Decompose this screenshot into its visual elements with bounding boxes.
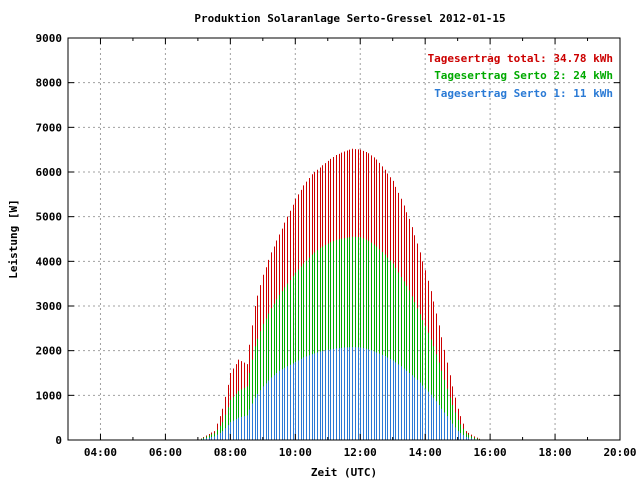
y-tick-label: 1000: [36, 389, 63, 402]
x-axis-label: Zeit (UTC): [311, 466, 377, 479]
legend-entry-total: Tagesertrag total: 34.78 kWh: [428, 52, 613, 65]
y-tick-label: 5000: [36, 211, 63, 224]
y-tick-label: 8000: [36, 77, 63, 90]
x-tick-label: 06:00: [149, 446, 182, 459]
chart-title: Produktion Solaranlage Serto-Gressel 201…: [194, 12, 505, 25]
x-tick-label: 08:00: [214, 446, 247, 459]
x-tick-label: 20:00: [603, 446, 636, 459]
plot-frame: [67, 37, 621, 441]
x-tick-label: 04:00: [84, 446, 117, 459]
x-tick-label: 18:00: [538, 446, 571, 459]
y-tick-label: 7000: [36, 121, 63, 134]
x-tick-label: 16:00: [474, 446, 507, 459]
x-tick-label: 12:00: [344, 446, 377, 459]
legend-entry-serto-1: Tagesertrag Serto 1: 11 kWh: [434, 87, 613, 100]
x-tick-label: 14:00: [409, 446, 442, 459]
y-tick-label: 2000: [36, 345, 63, 358]
legend-entry-serto-2: Tagesertrag Serto 2: 24 kWh: [434, 69, 613, 82]
y-tick-label: 0: [55, 434, 62, 447]
y-tick-label: 6000: [36, 166, 63, 179]
legend: Tagesertrag total: 34.78 kWh Tagesertrag…: [428, 52, 613, 100]
y-tick-label: 4000: [36, 255, 63, 268]
axis-ticks: 04:00 06:00 08:00 10:00 12:00 14:00 16:00 18:00…: [36, 32, 637, 459]
y-tick-label: 9000: [36, 32, 63, 45]
y-tick-label: 3000: [36, 300, 63, 313]
power-bars: [201, 148, 480, 440]
y-axis-label: Leistung [W]: [7, 199, 20, 278]
x-tick-label: 10:00: [279, 446, 312, 459]
